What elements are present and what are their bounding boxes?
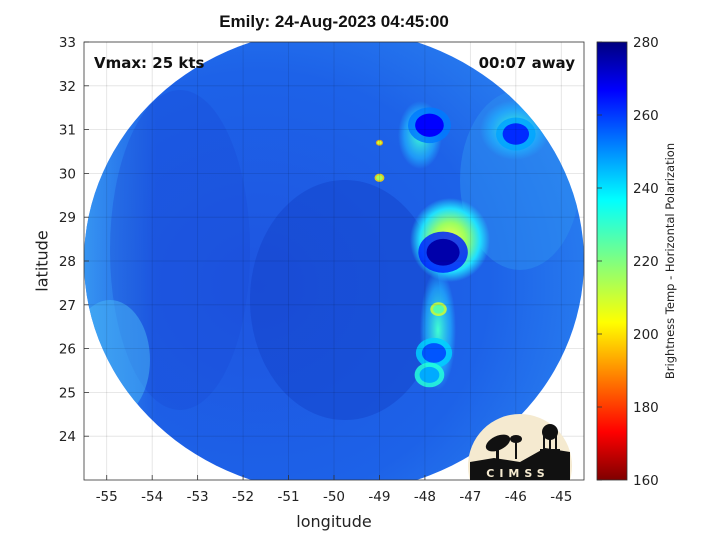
cold-cloud-core (415, 113, 444, 137)
y-axis-label: latitude (32, 230, 52, 292)
colorbar-tick-label: 200 (633, 327, 659, 343)
x-tick-label: -55 (96, 489, 118, 505)
x-tick-label: -50 (323, 489, 345, 505)
cold-cloud-core (419, 366, 440, 383)
colorbar-label: Brightness Temp - Horizontal Polarizatio… (663, 142, 677, 380)
x-tick-label: -49 (368, 489, 390, 505)
y-tick-label: 30 (59, 166, 76, 182)
colorbar-tick-label: 280 (633, 35, 659, 51)
cold-cloud-core (502, 123, 530, 145)
y-tick-label: 33 (59, 35, 76, 51)
cimss-logo: CIMSS (468, 414, 572, 480)
x-tick-label: -48 (414, 489, 436, 505)
y-tick-label: 25 (59, 385, 76, 401)
chart-title: Emily: 24-Aug-2023 04:45:00 (219, 12, 449, 31)
x-tick-label: -54 (141, 489, 163, 505)
y-tick-label: 27 (59, 298, 76, 314)
vmax-label: Vmax: 25 kts (94, 54, 204, 72)
colorbar-tick-label: 180 (633, 400, 659, 416)
y-tick-label: 28 (59, 254, 76, 270)
colorbar-ticks: 160 180 200 220 240 260 280 (597, 35, 659, 489)
cold-cloud-core (433, 304, 445, 314)
cold-cloud-core (377, 140, 382, 145)
y-tick-label: 29 (59, 210, 76, 226)
time-away-label: 00:07 away (479, 54, 576, 72)
x-tick-label: -46 (505, 489, 527, 505)
colorbar-tick-label: 160 (633, 473, 659, 489)
colorbar-tick-label: 220 (633, 254, 659, 270)
y-tick-label: 26 (59, 342, 76, 358)
cold-cloud-core (421, 343, 447, 363)
cold-cloud-core (426, 238, 460, 266)
cimss-logo-text: CIMSS (486, 467, 549, 480)
cold-cloud-core (376, 175, 383, 181)
y-tick-label: 24 (59, 429, 76, 445)
cold-cloud-features (374, 107, 536, 388)
x-tick-label: -52 (232, 489, 254, 505)
y-tick-label: 31 (59, 123, 76, 139)
colorbar-tick-label: 240 (633, 181, 659, 197)
y-axis: 24 25 26 27 28 29 30 31 32 33 (59, 35, 89, 445)
colorbar-tick-label: 260 (633, 108, 659, 124)
x-tick-label: -47 (459, 489, 481, 505)
x-axis-label: longitude (296, 512, 372, 531)
y-tick-label: 32 (59, 79, 76, 95)
x-tick-label: -51 (278, 489, 300, 505)
x-tick-label: -53 (187, 489, 209, 505)
x-axis: -55 -54 -53 -52 -51 -50 -49 -48 -47 -46 -45 (96, 475, 572, 505)
x-tick-label: -45 (550, 489, 572, 505)
